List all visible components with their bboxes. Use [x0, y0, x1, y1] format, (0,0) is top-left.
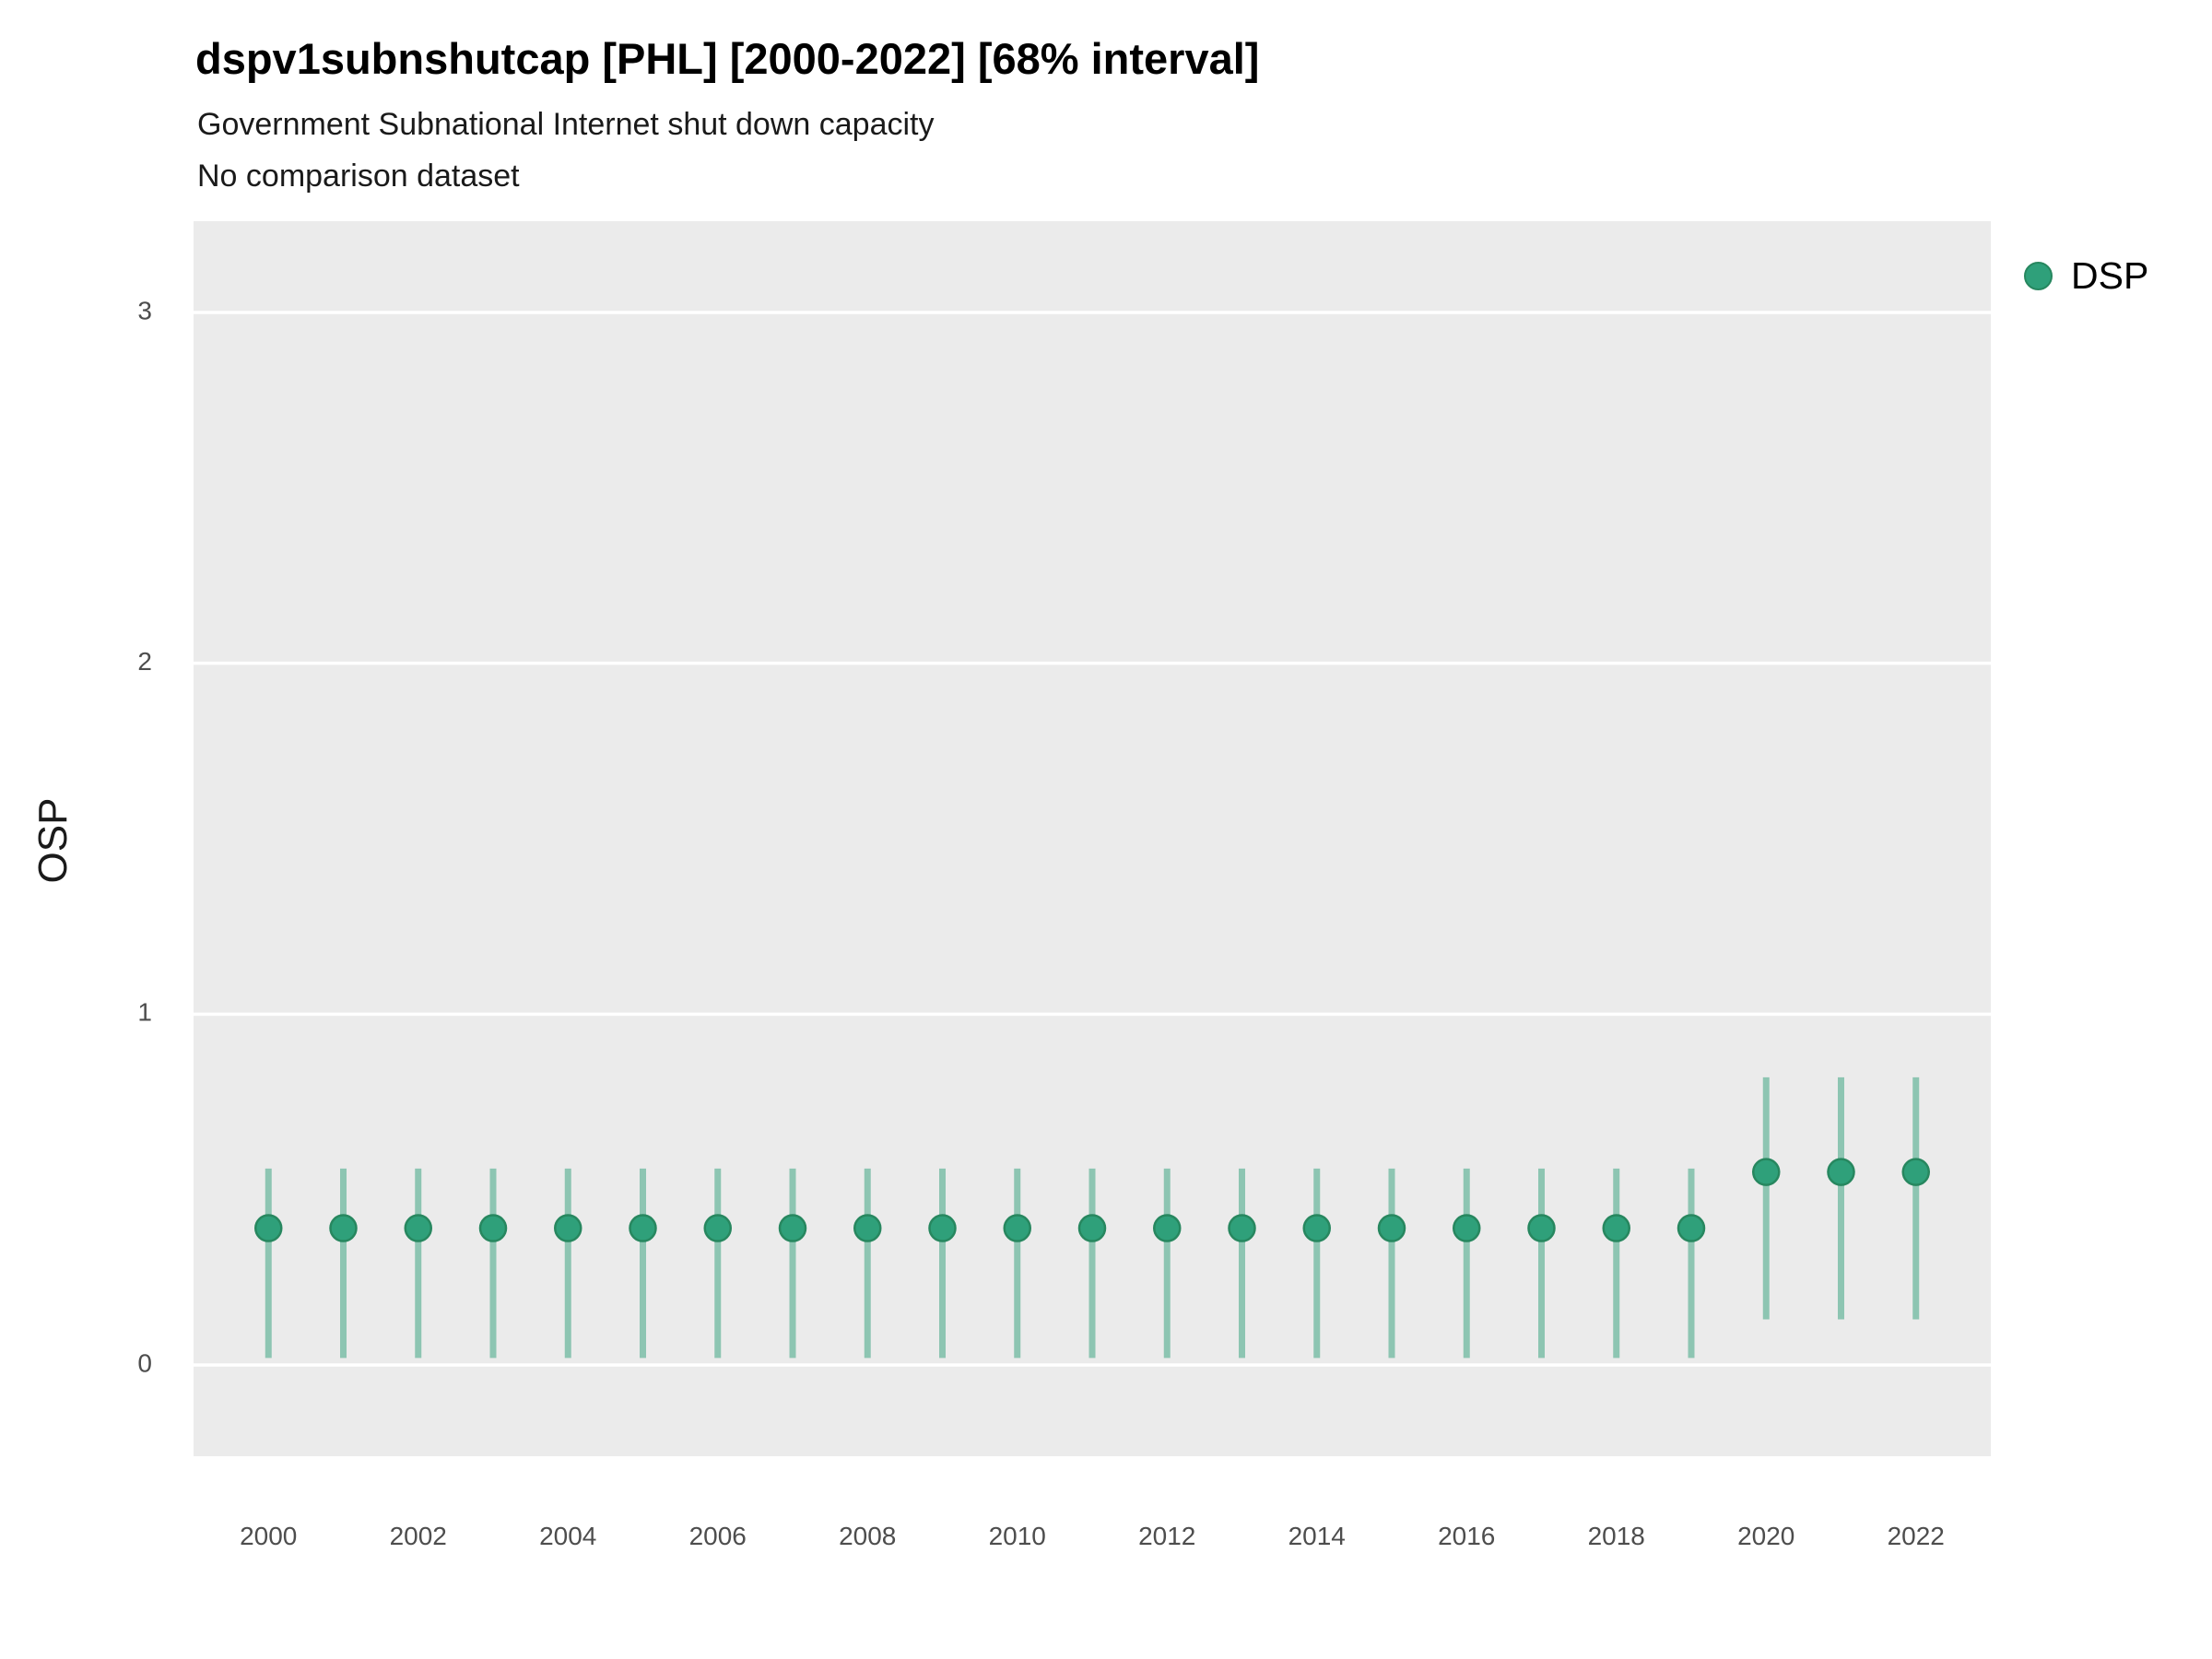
x-tick-label-2022: 2022 — [1888, 1522, 1945, 1550]
legend-dsp-dot-icon — [2024, 262, 2053, 290]
point-2005 — [629, 1214, 657, 1242]
chart-title: dspv1subnshutcap [PHL] [2000-2022] [68% … — [195, 34, 1260, 83]
point-2018 — [1602, 1214, 1630, 1242]
chart-caption: No comparison dataset — [197, 159, 520, 194]
point-2022 — [1901, 1158, 1930, 1186]
x-tick-label-2002: 2002 — [390, 1522, 447, 1550]
legend-dsp-label: DSP — [2071, 254, 2149, 297]
x-tick-label-2008: 2008 — [839, 1522, 896, 1550]
point-2002 — [404, 1214, 432, 1242]
x-tick-label-2016: 2016 — [1438, 1522, 1495, 1550]
point-2015 — [1377, 1214, 1406, 1242]
point-2016 — [1453, 1214, 1481, 1242]
point-2017 — [1527, 1214, 1556, 1242]
y-tick-label-1: 1 — [137, 998, 152, 1027]
point-2004 — [554, 1214, 582, 1242]
point-2000 — [254, 1214, 283, 1242]
x-tick-label-2006: 2006 — [689, 1522, 747, 1550]
x-tick-label-2000: 2000 — [240, 1522, 297, 1550]
y-tick-label-2: 2 — [137, 647, 152, 676]
point-2006 — [703, 1214, 732, 1242]
x-tick-label-2018: 2018 — [1588, 1522, 1645, 1550]
chart-subtitle: Government Subnational Internet shut dow… — [197, 107, 935, 142]
point-2013 — [1228, 1214, 1256, 1242]
x-tick-label-2010: 2010 — [989, 1522, 1046, 1550]
y-tick-label-3: 3 — [137, 296, 152, 324]
point-2010 — [1003, 1214, 1031, 1242]
point-2020 — [1752, 1158, 1781, 1186]
point-2009 — [928, 1214, 957, 1242]
x-tick-label-2014: 2014 — [1288, 1522, 1346, 1550]
point-2011 — [1077, 1214, 1107, 1242]
point-2001 — [329, 1214, 358, 1242]
y-tick-label-0: 0 — [137, 1348, 152, 1377]
point-2007 — [778, 1214, 807, 1242]
point-2003 — [478, 1214, 508, 1242]
point-2021 — [1827, 1158, 1855, 1186]
x-tick-label-2004: 2004 — [539, 1522, 596, 1550]
x-tick-label-2020: 2020 — [1737, 1522, 1794, 1550]
legend: DSP — [2024, 254, 2148, 298]
point-2014 — [1302, 1214, 1331, 1242]
point-2019 — [1677, 1214, 1706, 1242]
x-tick-label-2012: 2012 — [1138, 1522, 1195, 1550]
point-2012 — [1153, 1214, 1182, 1242]
point-2008 — [853, 1214, 882, 1242]
